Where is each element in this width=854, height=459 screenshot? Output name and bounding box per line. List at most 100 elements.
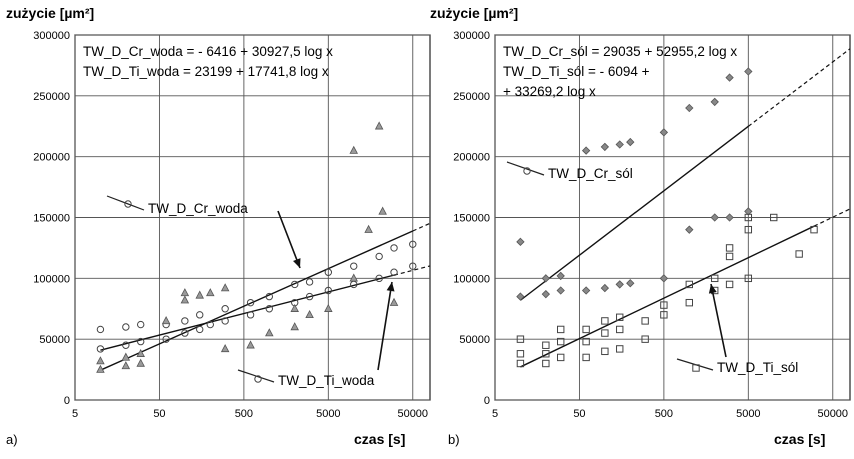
y-tick-label: 50000 bbox=[39, 334, 70, 346]
data-point-circle bbox=[196, 325, 204, 334]
data-point-triangle bbox=[305, 309, 314, 319]
y-tick-label: 200000 bbox=[453, 152, 490, 164]
data-point-circle bbox=[265, 292, 274, 301]
y-tick-label: 150000 bbox=[453, 213, 490, 225]
equation-line: + 33269,2 log x bbox=[503, 84, 596, 99]
data-point-diamond bbox=[659, 274, 669, 283]
data-point-square bbox=[744, 274, 753, 283]
data-point-square bbox=[516, 359, 525, 368]
data-point-square bbox=[582, 337, 590, 346]
data-point-triangle bbox=[349, 145, 359, 154]
data-point-square bbox=[616, 313, 624, 321]
equation-line: TW_D_Ti_woda = 23199 + 17741,8 log x bbox=[83, 64, 329, 79]
data-point-diamond bbox=[744, 207, 753, 216]
data-point-diamond bbox=[626, 279, 635, 288]
equation-line: TW_D_Ti_sól = - 6094 + bbox=[503, 64, 650, 79]
data-point-diamond bbox=[725, 213, 734, 222]
data-point-triangle bbox=[136, 358, 145, 367]
data-point-square bbox=[582, 353, 590, 362]
panel-b: 0 50000 100000 150000 200000 250000 300000 5 50… bbox=[430, 5, 851, 447]
data-point-diamond bbox=[685, 225, 694, 234]
data-point-diamond bbox=[556, 286, 565, 295]
x-tick-label: 50000 bbox=[817, 408, 848, 420]
data-point-square bbox=[725, 252, 734, 261]
data-point-circle bbox=[162, 335, 170, 343]
data-point-square bbox=[641, 335, 649, 343]
x-tick-label: 5 bbox=[492, 408, 498, 420]
data-point-circle bbox=[523, 167, 531, 175]
equation-line: TW_D_Cr_woda = - 6416 + 30927,5 log x bbox=[83, 44, 333, 59]
grid-lines bbox=[74, 34, 430, 401]
data-point-square bbox=[810, 225, 818, 234]
y-tick-labels: 0 50000 100000 150000 200000 250000 300000 bbox=[33, 30, 70, 407]
panel-a: 0 50000 100000 150000 200000 250000 300000 5 50… bbox=[6, 5, 431, 447]
fit-lines bbox=[100, 222, 431, 371]
data-point-circle bbox=[390, 244, 398, 252]
x-tick-label: 5000 bbox=[736, 408, 760, 420]
data-point-circle bbox=[350, 262, 358, 270]
data-point-triangle bbox=[290, 303, 299, 312]
data-points bbox=[96, 121, 417, 373]
data-point-circle bbox=[137, 320, 145, 329]
data-point-square bbox=[692, 364, 700, 372]
data-point-square bbox=[711, 274, 719, 283]
data-point-circle bbox=[181, 317, 189, 325]
x-tick-label: 50000 bbox=[397, 408, 428, 420]
data-point-triangle bbox=[195, 290, 204, 299]
y-tick-labels: 0 50000 100000 150000 200000 250000 300000 bbox=[453, 30, 490, 407]
data-point-diamond bbox=[615, 140, 624, 149]
x-tick-labels: 5 50 500 5000 50000 bbox=[72, 408, 428, 420]
data-point-circle bbox=[265, 305, 274, 313]
data-point-circle bbox=[375, 274, 383, 283]
annotation-label: TW_D_Ti_woda bbox=[278, 373, 375, 388]
data-point-square bbox=[725, 280, 734, 289]
data-point-square bbox=[795, 250, 803, 258]
data-point-circle bbox=[246, 311, 255, 319]
data-point-circle bbox=[305, 278, 314, 286]
fit-line-extension bbox=[412, 222, 431, 232]
data-point-square bbox=[685, 298, 694, 307]
data-point-diamond bbox=[710, 213, 719, 222]
data-point-triangle bbox=[290, 322, 299, 331]
panel-label: a) bbox=[6, 432, 18, 447]
data-point-circle bbox=[324, 286, 333, 295]
y-tick-label: 200000 bbox=[33, 152, 70, 164]
data-point-square bbox=[770, 213, 778, 222]
annotation-label: TW_D_Cr_woda bbox=[148, 201, 248, 216]
x-tick-labels: 5 50 500 5000 50000 bbox=[492, 408, 848, 420]
data-point-triangle bbox=[180, 288, 190, 297]
y-axis-label: zużycie [µm²] bbox=[430, 5, 518, 21]
data-point-triangle bbox=[220, 283, 230, 292]
data-point-square bbox=[660, 301, 668, 309]
data-point-triangle bbox=[364, 224, 373, 233]
data-point-circle bbox=[206, 320, 214, 329]
equation-line: TW_D_Cr_sól = 29035 + 52955,2 log x bbox=[503, 44, 737, 59]
data-point-square bbox=[744, 213, 753, 222]
y-tick-label: 250000 bbox=[33, 91, 70, 103]
data-point-square bbox=[601, 329, 609, 337]
annotation-leader bbox=[106, 195, 145, 211]
data-point-triangle bbox=[374, 121, 384, 130]
data-point-square bbox=[557, 337, 565, 346]
x-tick-label: 5 bbox=[72, 408, 78, 420]
fit-line-extension bbox=[393, 265, 431, 276]
panel-label: b) bbox=[448, 432, 460, 447]
data-point-diamond bbox=[626, 137, 635, 147]
y-tick-label: 0 bbox=[64, 395, 70, 407]
data-point-circle bbox=[124, 200, 132, 208]
data-point-triangle bbox=[180, 295, 190, 304]
data-point-circle bbox=[324, 268, 333, 276]
data-point-diamond bbox=[556, 271, 565, 281]
data-point-square bbox=[542, 359, 550, 368]
annotation-arrowhead bbox=[708, 284, 717, 294]
data-point-circle bbox=[196, 311, 204, 319]
data-point-square bbox=[557, 353, 565, 362]
data-point-circle bbox=[291, 280, 299, 289]
data-point-circle bbox=[221, 305, 229, 313]
data-point-triangle bbox=[136, 348, 145, 357]
data-point-diamond bbox=[541, 289, 551, 299]
data-point-diamond bbox=[541, 274, 551, 283]
x-axis-label: czas [s] bbox=[774, 431, 825, 447]
data-point-circle bbox=[122, 341, 130, 349]
